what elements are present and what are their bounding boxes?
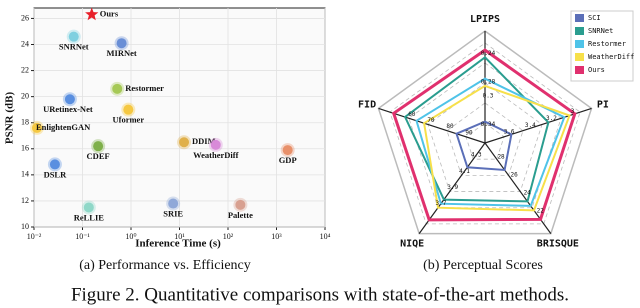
point xyxy=(64,94,75,105)
point-label: DDIM xyxy=(192,136,216,146)
radar-ring xyxy=(427,82,543,192)
legend-swatch xyxy=(575,40,584,48)
radar-tick-label: 0.24 xyxy=(481,50,496,57)
radar-tick-label: 0.3 xyxy=(483,93,494,100)
x-tick-label: 10⁴ xyxy=(320,232,331,241)
radar-tick-label: 80 xyxy=(446,123,454,130)
point xyxy=(210,139,221,150)
x-tick-label: 10² xyxy=(223,232,234,241)
y-tick-label: 26 xyxy=(21,13,29,22)
axis-name: PI xyxy=(597,100,609,111)
radar-tick-label: 4.1 xyxy=(459,168,470,175)
point xyxy=(282,145,293,156)
point-label: CDEF xyxy=(87,151,110,161)
caption-a: (a) Performance vs. Efficiency xyxy=(79,258,251,273)
point-label: GDP xyxy=(279,155,297,165)
legend-swatch xyxy=(575,66,584,74)
x-tick-label: 10⁻² xyxy=(27,232,42,241)
y-tick-label: 20 xyxy=(21,91,29,100)
axis-name: FID xyxy=(358,100,376,111)
axis-name: NIQE xyxy=(400,238,424,249)
radar-tick-label: 28 xyxy=(497,153,505,160)
point xyxy=(168,198,179,209)
x-tick-label: 10¹ xyxy=(174,232,185,241)
legend-swatch xyxy=(575,27,584,35)
legend-label: Ours xyxy=(588,66,605,74)
legend-label: WeatherDiff xyxy=(588,53,634,61)
point xyxy=(123,104,134,115)
point-label: DSLR xyxy=(44,169,68,179)
legend-label: Restormer xyxy=(588,40,626,48)
radar-tick-label: 70 xyxy=(427,117,435,124)
point-label: Ours xyxy=(100,8,119,18)
point-label: URetinex-Net xyxy=(43,104,93,114)
point-label: ReLLIE xyxy=(74,212,105,222)
radar-tick-label: 90 xyxy=(465,129,473,136)
radar-tick-label: 3 xyxy=(571,108,575,115)
point-label: EnlightenGAN xyxy=(36,122,91,132)
radar-tick-label: 3.7 xyxy=(436,200,447,207)
x-axis-label: Inference Time (s) xyxy=(135,238,221,250)
radar-tick-label: 3.9 xyxy=(447,184,458,191)
point-label: Uformer xyxy=(112,115,144,125)
point xyxy=(112,83,123,94)
y-tick-label: 22 xyxy=(21,65,29,74)
point xyxy=(235,199,246,210)
point xyxy=(179,137,190,148)
point-label: WeatherDiff xyxy=(193,150,238,160)
x-tick-label: 10³ xyxy=(271,232,282,241)
figure-caption: Figure 2. Quantitative comparisons with … xyxy=(71,284,569,305)
radar-tick-label: 3.2 xyxy=(546,115,557,122)
axis-name: LPIPS xyxy=(470,14,500,25)
point xyxy=(116,38,127,49)
legend-label: SCI xyxy=(588,14,601,22)
y-tick-label: 24 xyxy=(21,39,29,48)
point xyxy=(68,31,79,42)
radar-tick-label: 0.34 xyxy=(481,121,496,128)
legend-swatch xyxy=(575,53,584,61)
x-tick-label: 10⁻¹ xyxy=(75,232,90,241)
point xyxy=(93,141,104,152)
point-label: Palette xyxy=(228,210,253,220)
x-tick-label: 10⁰ xyxy=(125,232,136,241)
radar-series xyxy=(415,77,566,207)
radar-tick-label: 0.28 xyxy=(481,78,496,85)
radar-tick-label: 60 xyxy=(408,111,416,118)
point xyxy=(49,159,60,170)
point xyxy=(83,202,94,213)
y-tick-label: 18 xyxy=(21,118,29,127)
axis-name: BRISQUE xyxy=(537,238,579,249)
point xyxy=(85,7,99,21)
y-tick-label: 12 xyxy=(21,196,29,205)
radar-axis xyxy=(378,107,486,144)
y-axis-label: PSNR (dB) xyxy=(4,92,16,145)
legend-label: SNRNet xyxy=(588,27,613,35)
y-tick-label: 16 xyxy=(21,144,29,153)
point-label: MIRNet xyxy=(106,48,136,58)
y-tick-label: 14 xyxy=(21,170,29,179)
radar-series xyxy=(403,55,550,203)
radar-series xyxy=(423,84,571,212)
y-tick-label: 10 xyxy=(21,222,29,231)
radar-series xyxy=(455,120,513,172)
radar-tick-label: 4.3 xyxy=(471,152,482,159)
point-label: SNRNet xyxy=(59,42,89,52)
point xyxy=(31,122,42,133)
point-label: Restormer xyxy=(125,83,164,93)
radar-tick-label: 26 xyxy=(511,171,519,178)
radar-tick-label: 24 xyxy=(524,189,532,196)
point-label: SRIE xyxy=(163,208,183,218)
radar-series xyxy=(391,48,577,222)
radar-tick-label: 22 xyxy=(537,207,545,214)
radar-ring xyxy=(465,122,505,160)
radar-tick-label: 3.4 xyxy=(525,122,536,129)
legend-swatch xyxy=(575,14,584,22)
radar-ring xyxy=(377,30,593,235)
radar-tick-label: 3.6 xyxy=(504,129,515,136)
caption-b: (b) Perceptual Scores xyxy=(423,258,543,273)
